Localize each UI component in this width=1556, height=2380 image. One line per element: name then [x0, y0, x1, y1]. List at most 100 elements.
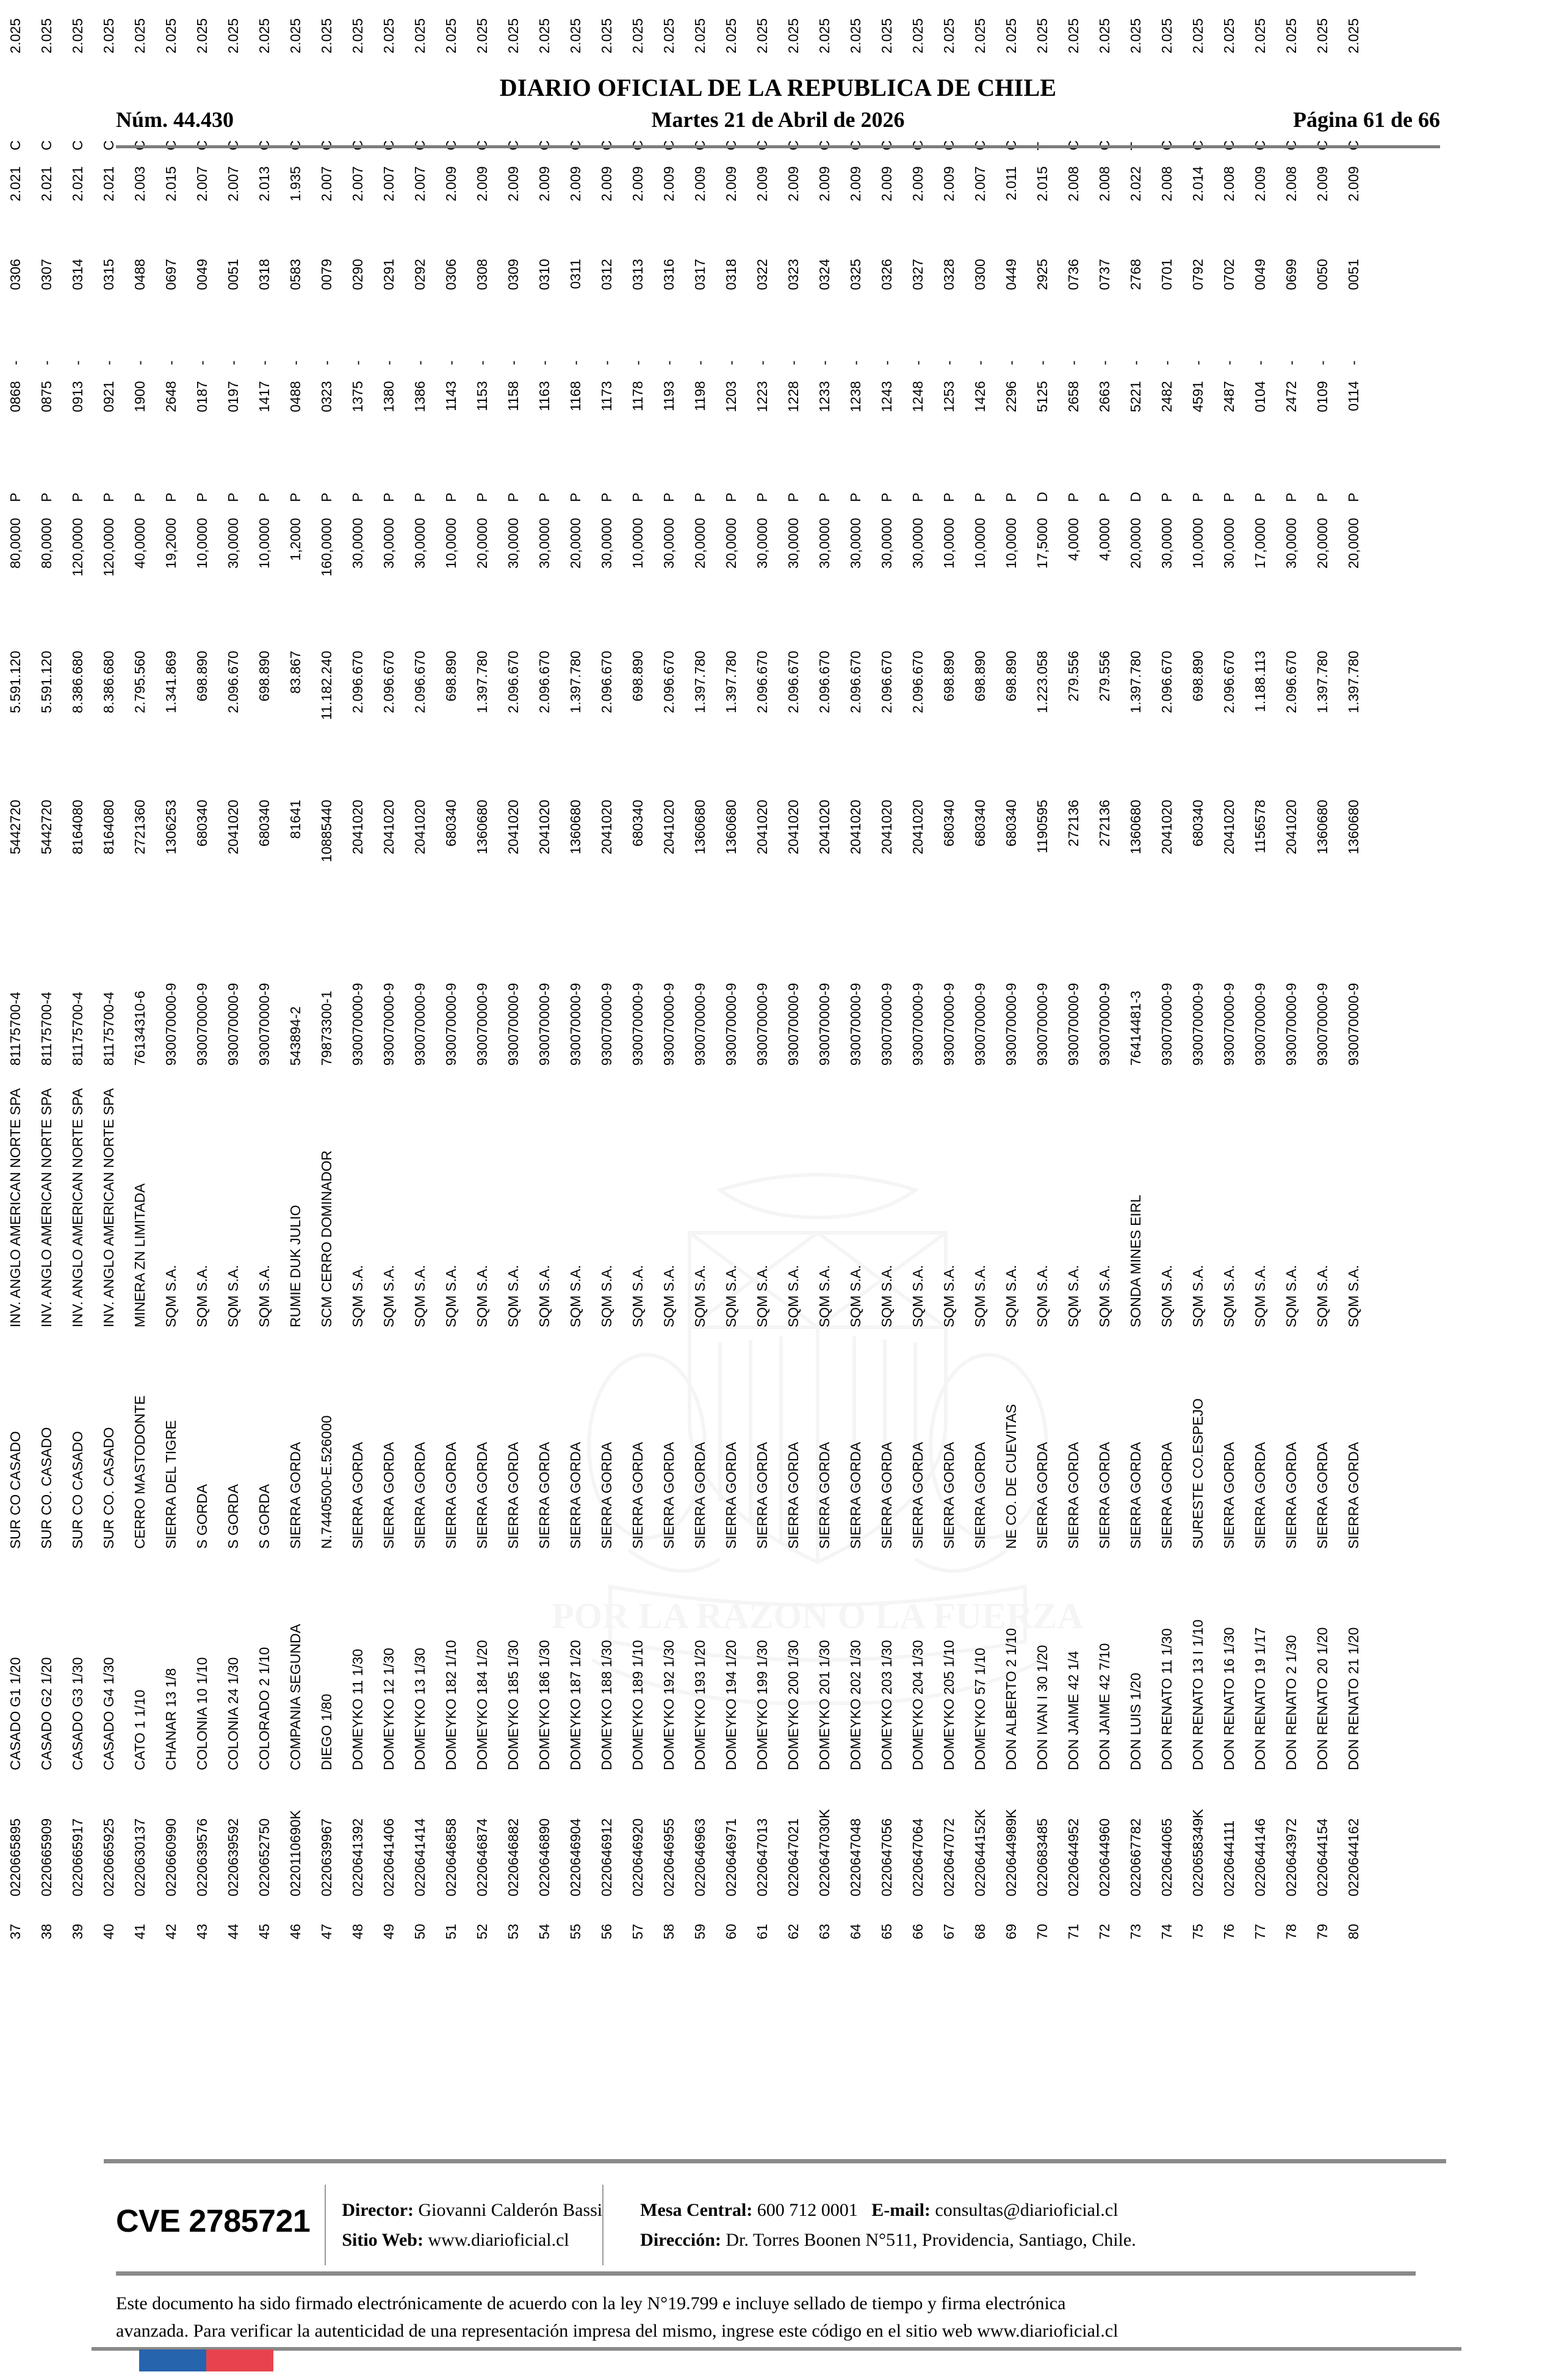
page-number: 0310 [536, 259, 552, 290]
utm-east: 2.096.670 [536, 651, 552, 713]
table-row: 51 0220646858 DOMEYKO 182 1/10 SIERRA GORDA… [436, 0, 467, 1953]
type-code: P [941, 492, 957, 502]
utm-east: 698.890 [630, 651, 646, 702]
concession-name: DOMEYKO 188 1/30 [599, 1640, 614, 1770]
record-year: 2.009 [879, 166, 895, 202]
rol-code: 0220665917 [70, 1818, 85, 1897]
record-year: 2.009 [848, 166, 863, 202]
rut: 543894-2 [287, 1006, 303, 1066]
concession-name: DOMEYKO 202 1/30 [848, 1640, 863, 1770]
utm-north: 2041020 [412, 799, 428, 855]
type-code: P [754, 492, 770, 502]
utm-north: 2041020 [350, 799, 366, 855]
separator: - [1314, 360, 1330, 366]
property-name: SIERRA GORDA [1221, 1441, 1237, 1549]
record-year: 2.009 [941, 166, 957, 202]
type-code: P [225, 492, 241, 502]
file-number: 1168 [567, 381, 583, 411]
surface-area: 20,0000 [692, 517, 708, 569]
concession-name: CASADO G4 1/30 [101, 1657, 117, 1770]
row-index: 56 [599, 1924, 614, 1939]
colophon-divider-2 [602, 2185, 604, 2265]
type-code: P [1003, 492, 1019, 502]
file-number: 1417 [256, 381, 272, 413]
issue-date: Martes 21 de Abril de 2026 [651, 107, 905, 132]
type-code: P [70, 492, 85, 502]
property-name: SIERRA GORDA [350, 1441, 366, 1549]
rut: 930070000-9 [1190, 983, 1206, 1066]
rut: 930070000-9 [350, 983, 366, 1066]
record-year: 2.021 [7, 166, 23, 202]
page-number: 0699 [1283, 259, 1299, 290]
utm-north: 2041020 [599, 799, 614, 855]
utm-north: 2041020 [1221, 799, 1237, 855]
concession-name: DON LUIS 1/20 [1128, 1673, 1144, 1770]
separator: - [754, 360, 770, 366]
holder-name: SQM S.A. [941, 1264, 957, 1328]
utm-east: 1.397.780 [1128, 651, 1144, 713]
concession-name: COLONIA 10 1/10 [194, 1657, 210, 1770]
separator: - [1003, 360, 1019, 366]
concession-name: DON RENATO 11 1/30 [1159, 1628, 1175, 1770]
surface-area: 10,0000 [972, 517, 988, 569]
rut: 930070000-9 [785, 983, 801, 1066]
separator: - [474, 360, 490, 366]
table-row: 55 0220646904 DOMEYKO 187 1/20 SIERRA GORDA… [560, 0, 591, 1953]
page-number: 0079 [319, 259, 334, 290]
table-row: 65 0220647056 DOMEYKO 203 1/30 SIERRA GORDA… [871, 0, 902, 1953]
concession-name: COLORADO 2 1/10 [256, 1646, 272, 1770]
page-number: 0324 [816, 259, 832, 290]
rol-code: 0220665925 [101, 1818, 117, 1897]
row-index: 38 [38, 1924, 54, 1939]
flag-blue-stripe [139, 2349, 206, 2371]
type-code: P [1314, 492, 1330, 502]
rut: 930070000-9 [381, 983, 397, 1066]
table-row: 38 0220665909 CASADO G2 1/20 SUR CO. CASADO… [31, 0, 62, 1953]
record-year: 2.007 [350, 166, 366, 202]
record-year: 2.021 [38, 166, 54, 202]
row-index: 58 [661, 1924, 677, 1939]
file-number: 1228 [785, 381, 801, 413]
utm-north: 8164080 [70, 799, 85, 855]
type-code: P [536, 492, 552, 502]
table-row: 41 0220630137 CATO 1 1/10 CERRO MASTODONTE M… [124, 0, 156, 1953]
utm-north: 2041020 [848, 799, 863, 855]
file-number: 1386 [412, 381, 428, 413]
record-year: 2.009 [599, 166, 614, 202]
separator: - [630, 360, 646, 366]
rol-code: 0220646858 [443, 1818, 459, 1897]
file-number: 1158 [505, 381, 521, 411]
separator: - [319, 360, 334, 366]
surface-area: 120,0000 [101, 517, 117, 577]
rol-code: 0220667782 [1128, 1818, 1144, 1897]
utm-north: 1360680 [1345, 799, 1361, 855]
type-code: P [910, 492, 926, 502]
separator: - [1221, 360, 1237, 366]
website-link[interactable]: www.diarioficial.cl [428, 2229, 569, 2250]
holder-name: INV. ANGLO AMERICAN NORTE SPA [7, 1088, 23, 1328]
row-index: 75 [1190, 1924, 1206, 1939]
email-link[interactable]: consultas@diarioficial.cl [935, 2200, 1118, 2220]
publication-year: 2.025 [7, 18, 23, 54]
utm-east: 2.096.670 [505, 651, 521, 713]
utm-east: 1.223.058 [1034, 651, 1050, 713]
holder-name: INV. ANGLO AMERICAN NORTE SPA [70, 1088, 85, 1328]
rol-code: 0220652750 [256, 1818, 272, 1897]
holder-name: SQM S.A. [1190, 1264, 1206, 1328]
page-number: 0318 [256, 259, 272, 290]
rut: 930070000-9 [1065, 983, 1081, 1066]
file-number: 1253 [941, 381, 957, 413]
rol-code: 0220110690K [287, 1810, 303, 1897]
rol-code: 0220644952 [1065, 1818, 1081, 1897]
file-number: 0868 [7, 381, 23, 413]
utm-north: 2041020 [661, 799, 677, 855]
holder-name: SQM S.A. [1345, 1264, 1361, 1328]
row-index: 50 [412, 1924, 428, 1939]
utm-north: 10885440 [319, 799, 334, 862]
rut: 930070000-9 [910, 983, 926, 1066]
separator: - [132, 360, 148, 366]
surface-area: 40,0000 [132, 517, 148, 569]
address-label: Dirección: [640, 2229, 721, 2250]
file-number: 0197 [225, 381, 241, 413]
page-number: 0312 [599, 259, 614, 290]
